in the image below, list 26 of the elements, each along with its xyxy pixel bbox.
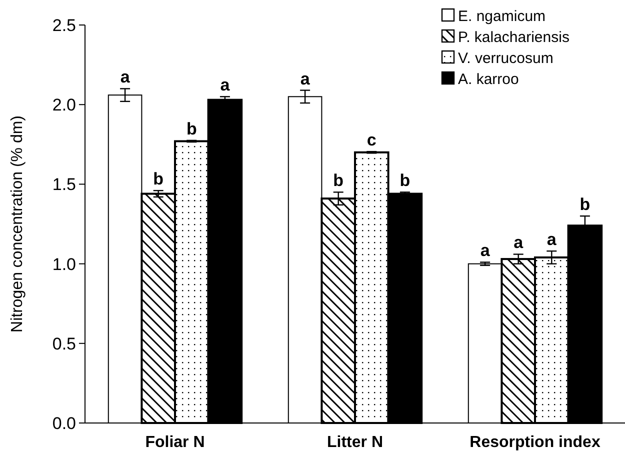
y-tick-label: 2.0 (52, 96, 76, 115)
x-tick-label: Foliar N (145, 434, 205, 451)
y-tick-label: 1.0 (52, 254, 76, 274)
y-tick-label: 2.5 (52, 16, 76, 35)
y-tick-label: 0.5 (52, 334, 76, 354)
data-label: b (333, 171, 344, 190)
data-label: a (480, 241, 490, 260)
data-label: b (580, 195, 590, 214)
data-label: b (153, 170, 164, 189)
legend-label: E. ngamicum (458, 8, 546, 25)
legend-label: A. karroo (458, 71, 519, 88)
y-tick-label: 1.5 (52, 175, 76, 194)
data-label: b (400, 171, 410, 190)
x-tick-label: Litter N (327, 434, 383, 451)
data-label: a (120, 68, 130, 87)
legend-label: V. verrucosum (458, 50, 554, 67)
y-tick-label: 0.0 (52, 414, 76, 433)
data-label: b (186, 119, 197, 138)
data-label: a (514, 233, 524, 252)
legend-label: P. kalachariensis (458, 29, 570, 46)
data-label: a (220, 76, 230, 95)
data-label: a (300, 69, 310, 88)
y-axis-title: Nitrogen concentration (% dm) (9, 116, 26, 332)
data-label: a (546, 230, 557, 250)
data-label: c (366, 130, 376, 150)
x-tick-label: Resorption index (470, 434, 600, 451)
